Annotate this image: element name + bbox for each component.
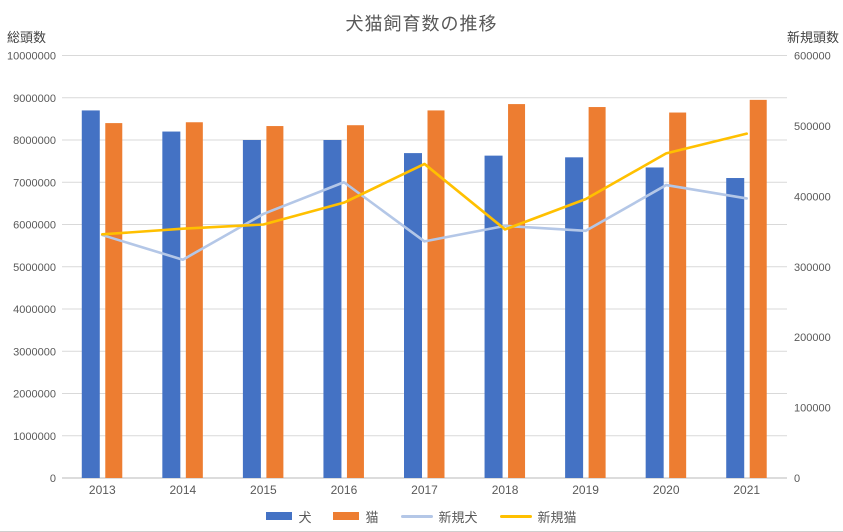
left-axis-title: 総頭数: [7, 30, 47, 45]
bar-dog-2015: [242, 140, 261, 478]
right-tick-label: 500000: [794, 121, 831, 133]
cat-bars: [105, 99, 767, 479]
x-tick-label: 2019: [572, 483, 599, 497]
right-tick-label: 0: [794, 473, 800, 485]
bar-dog-2019: [565, 157, 584, 478]
x-tick-label: 2013: [89, 483, 116, 497]
bar-cat-2017: [427, 110, 445, 479]
legend: 犬 猫 新規犬 新規猫: [0, 507, 843, 525]
left-tick-label: 5000000: [13, 262, 56, 274]
left-tick-label: 7000000: [13, 177, 56, 189]
left-tick-label: 0: [50, 473, 56, 485]
left-tick-label: 2000000: [13, 389, 56, 401]
bar-dog-2018: [484, 155, 503, 478]
right-axis-ticks: 0 100000 200000 300000 400000 500000 600000: [794, 51, 831, 486]
dog-bars: [81, 110, 745, 479]
left-tick-label: 1000000: [13, 431, 56, 443]
bar-cat-2019: [588, 107, 606, 479]
bar-dog-2017: [404, 153, 422, 478]
bar-dog-2020: [645, 167, 664, 478]
legend-item-new-dog: 新規犬: [400, 507, 478, 526]
x-tick-label: 2021: [733, 483, 760, 497]
bar-dog-2021: [726, 178, 745, 478]
x-axis-labels: 2013 2014 2015 2016 2017 2018 2019 2020 2021: [89, 483, 760, 497]
right-axis-title: 新規頭数: [786, 30, 839, 45]
left-tick-label: 10000000: [7, 51, 56, 63]
right-tick-label: 300000: [794, 262, 831, 274]
legend-swatch-cat: [333, 512, 360, 520]
left-axis-ticks: 0 1000000 2000000 3000000 4000000 5000000 6000…: [7, 51, 56, 486]
bar-dog-2014: [162, 131, 181, 479]
legend-label-dog: 犬: [298, 509, 312, 525]
bar-dog-2013: [81, 110, 100, 479]
legend-item-dog: 犬: [266, 507, 311, 526]
legend-swatch-new-dog: [400, 514, 433, 518]
bar-cat-2014: [185, 122, 203, 478]
x-tick-label: 2020: [653, 483, 680, 497]
right-tick-label: 400000: [794, 191, 831, 203]
new-cat-line: [100, 132, 749, 236]
right-tick-label: 600000: [794, 51, 831, 63]
bar-cat-2018: [508, 104, 526, 479]
legend-label-cat: 猫: [365, 509, 379, 525]
gridlines: [62, 55, 787, 437]
chart-title: 犬猫飼育数の推移: [345, 14, 498, 34]
x-tick-label: 2016: [331, 483, 358, 497]
bar-cat-2013: [105, 123, 123, 478]
x-tick-label: 2015: [250, 483, 277, 497]
new-dog-line: [100, 180, 749, 262]
left-tick-label: 9000000: [13, 93, 56, 105]
x-tick-label: 2017: [411, 483, 438, 497]
right-tick-label: 100000: [794, 403, 831, 415]
legend-item-cat: 猫: [333, 507, 379, 526]
bar-cat-2016: [346, 125, 364, 479]
left-tick-label: 6000000: [13, 220, 56, 232]
left-tick-label: 8000000: [13, 135, 56, 147]
bar-cat-2020: [669, 112, 687, 478]
left-tick-label: 3000000: [13, 346, 56, 358]
legend-swatch-dog: [266, 512, 293, 520]
x-tick-label: 2018: [492, 483, 519, 497]
x-tick-label: 2014: [169, 483, 196, 497]
bar-cat-2021: [749, 99, 767, 479]
bar-cat-2015: [266, 126, 284, 479]
bar-dog-2016: [323, 140, 342, 478]
legend-label-new-dog: 新規犬: [438, 509, 478, 525]
left-tick-label: 4000000: [13, 304, 56, 316]
legend-swatch-new-cat: [499, 514, 532, 518]
legend-item-new-cat: 新規猫: [499, 507, 577, 526]
legend-label-new-cat: 新規猫: [537, 509, 577, 525]
right-tick-label: 200000: [794, 332, 831, 344]
